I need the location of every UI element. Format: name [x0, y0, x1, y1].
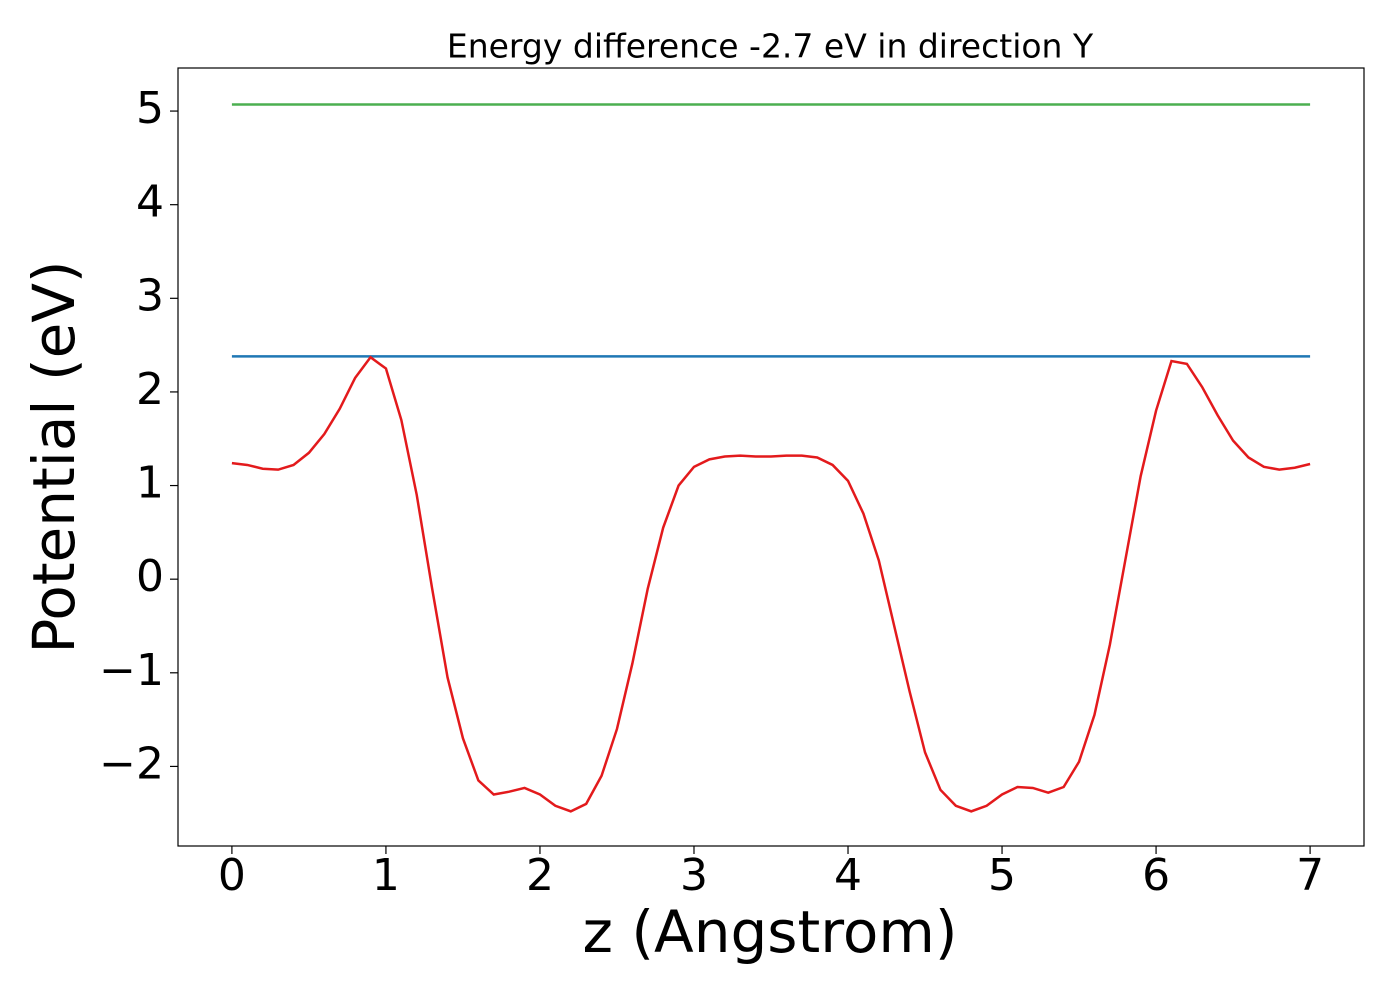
y-tick-label: 4	[136, 177, 164, 228]
x-tick-label: 2	[526, 850, 554, 901]
y-tick-label: −2	[99, 738, 164, 789]
x-tick-label: 4	[834, 850, 862, 901]
y-tick-label: 2	[136, 364, 164, 415]
x-tick-label: 7	[1296, 850, 1324, 901]
x-tick-label: 0	[218, 850, 246, 901]
x-tick-label: 5	[988, 850, 1016, 901]
y-tick-label: 3	[136, 270, 164, 321]
y-tick-label: −1	[99, 645, 164, 696]
x-axis-label: z (Angstrom)	[583, 898, 958, 966]
x-tick-label: 6	[1142, 850, 1170, 901]
x-tick-label: 3	[680, 850, 708, 901]
y-tick-label: 1	[136, 458, 164, 509]
x-tick-label: 1	[372, 850, 400, 901]
data-line	[231, 355, 1311, 813]
y-tick-label: 5	[136, 83, 164, 134]
chart-title: Energy difference -2.7 eV in direction Y	[447, 27, 1094, 66]
y-axis-label: Potential (eV)	[20, 260, 88, 653]
y-tick-label: 0	[136, 551, 164, 602]
plot-frame	[177, 67, 1365, 847]
